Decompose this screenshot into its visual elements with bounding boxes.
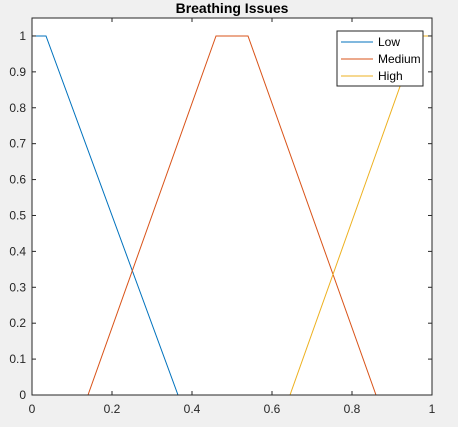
y-tick-label: 0.9 [9, 65, 26, 79]
x-tick-label: 1 [429, 402, 436, 416]
legend: Low Medium High [336, 30, 424, 87]
y-tick-label: 0.4 [9, 244, 26, 258]
x-tick-label: 0.4 [184, 402, 201, 416]
chart-title: Breathing Issues [176, 0, 289, 16]
y-tick-label: 0.3 [9, 280, 26, 294]
y-tick-label: 1 [19, 29, 26, 43]
x-tick-label: 0.6 [264, 402, 281, 416]
x-tick-label: 0.8 [344, 402, 361, 416]
y-tick-label: 0 [19, 388, 26, 402]
y-tick-label: 0.7 [9, 137, 26, 151]
y-tick-label: 0.8 [9, 101, 26, 115]
y-tick-label: 0.1 [9, 352, 26, 366]
y-tick-label: 0.2 [9, 316, 26, 330]
x-tick-label: 0 [29, 402, 36, 416]
axes-box [31, 17, 433, 396]
y-tick-label: 0.5 [9, 208, 26, 222]
legend-label-high: High [378, 69, 403, 83]
y-axis: 0 0.1 0.2 0.3 0.4 0.5 0.6 0.7 0.8 0.9 1 [9, 29, 432, 402]
x-tick-label: 0.2 [104, 402, 121, 416]
legend-label-medium: Medium [378, 52, 421, 66]
y-tick-label: 0.6 [9, 173, 26, 187]
x-axis: 0 0.2 0.4 0.6 0.8 1 [29, 18, 436, 416]
legend-label-low: Low [378, 35, 400, 49]
